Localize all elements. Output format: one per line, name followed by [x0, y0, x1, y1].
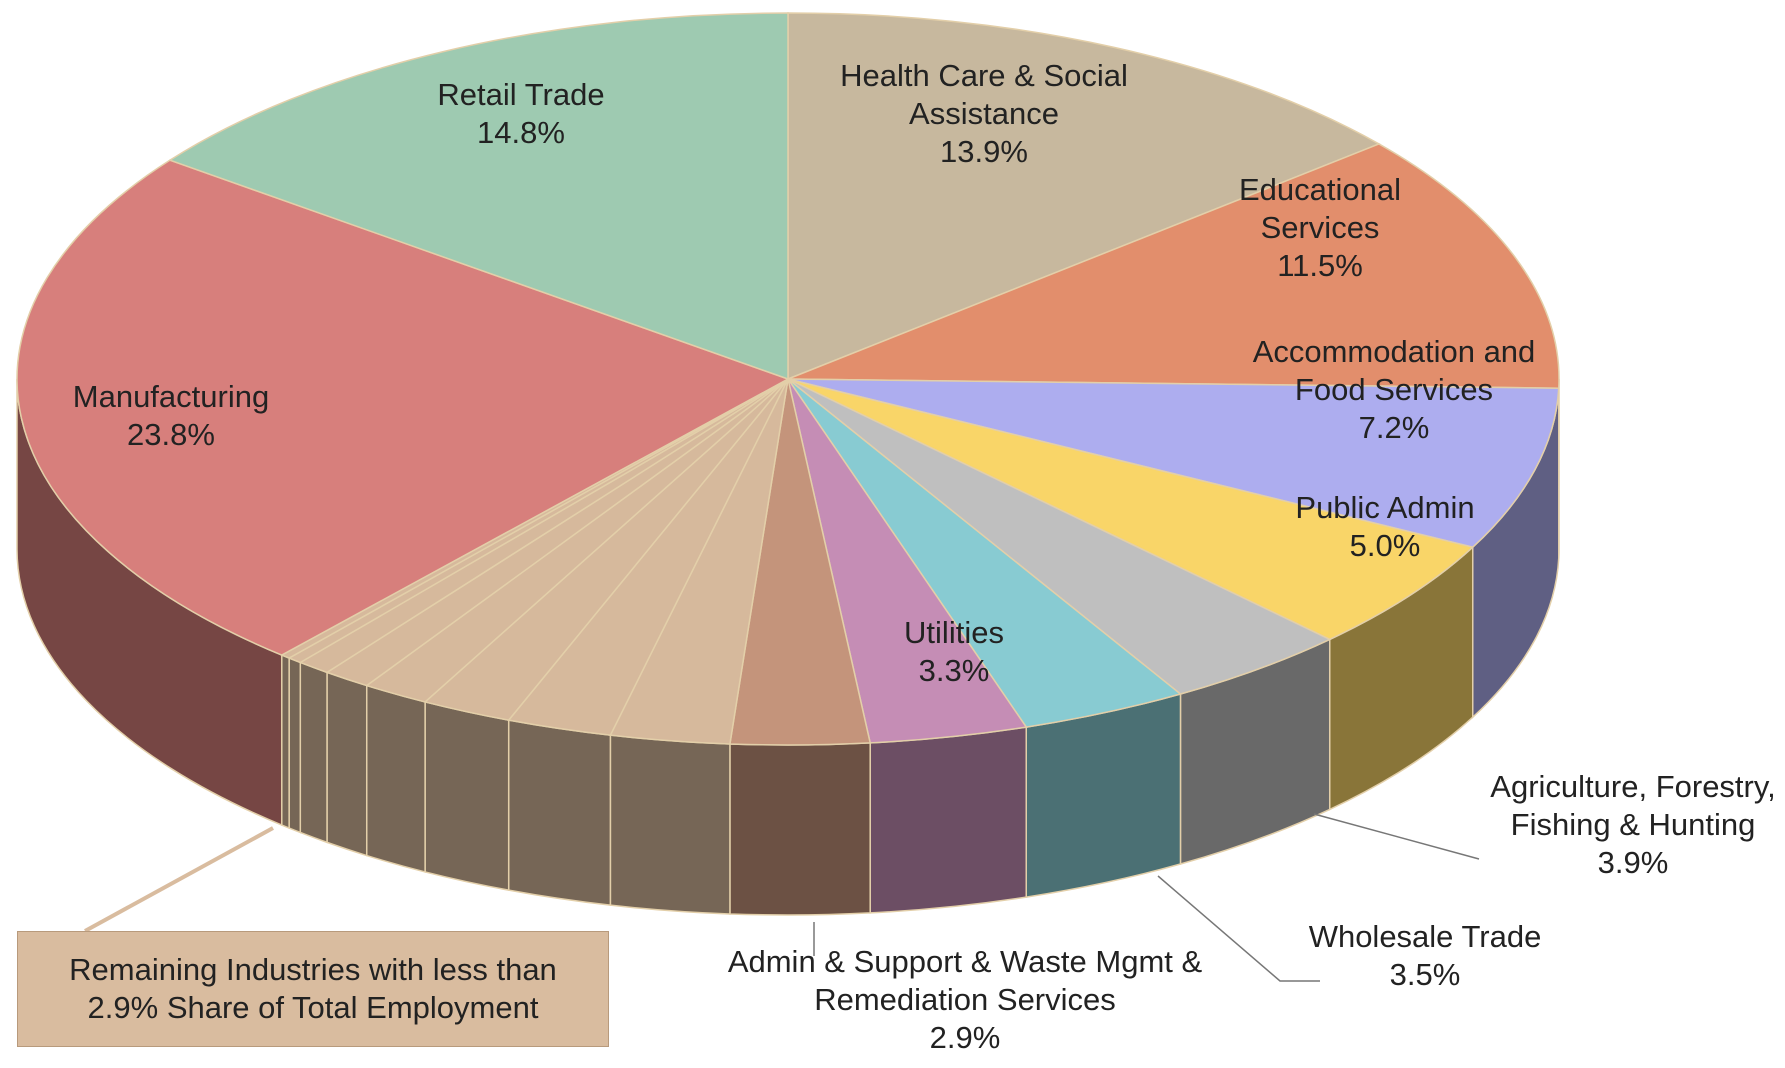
slice-label: Agriculture, Forestry, Fishing & Hunting… [1483, 768, 1783, 882]
leader-line [84, 826, 274, 933]
pie-slice [168, 12, 789, 381]
annotation-box: Remaining Industries with less than 2.9%… [17, 931, 609, 1047]
pie-side [424, 700, 510, 892]
pie-slice [787, 143, 1560, 389]
value-label: 3.9% [1597, 845, 1669, 880]
slice-label: Health Care & Social Assistance 13.9% [814, 57, 1154, 171]
pie-slice [787, 378, 1332, 695]
slice-label: Accommodation and Food Services 7.2% [1229, 333, 1559, 447]
category-label: Retail Trade [437, 77, 605, 112]
pie-sides [16, 378, 1560, 916]
category-label: Public Admin [1295, 490, 1475, 525]
slice-label: Wholesale Trade 3.5% [1275, 918, 1575, 994]
category-label: Admin & Support & Waste Mgmt & Remediati… [727, 944, 1203, 1017]
category-label: Accommodation and Food Services [1252, 334, 1536, 407]
category-label: Utilities [904, 615, 1004, 650]
pie-tops [16, 12, 1560, 746]
category-label: Educational Services [1238, 172, 1401, 245]
slice-label: Admin & Support & Waste Mgmt & Remediati… [685, 943, 1245, 1057]
pie-side [609, 734, 731, 915]
value-label: 11.5% [1277, 248, 1363, 283]
value-label: 2.9% [929, 1020, 1001, 1055]
pie-slice [16, 159, 790, 656]
leader-line [1313, 813, 1480, 860]
pie-side [1025, 693, 1182, 898]
pie-slice [787, 12, 1381, 381]
value-label: 13.9% [940, 134, 1028, 169]
pie-side [365, 684, 426, 873]
slice-label: Retail Trade 14.8% [391, 76, 651, 152]
pie-side [869, 726, 1027, 914]
pie-slice [787, 378, 1475, 641]
category-label: Health Care & Social Assistance [840, 58, 1128, 131]
slice-label: Public Admin 5.0% [1255, 489, 1515, 565]
value-label: 7.2% [1358, 410, 1430, 445]
value-label: 23.8% [127, 417, 215, 452]
value-label: 3.5% [1389, 957, 1461, 992]
value-label: 5.0% [1349, 528, 1421, 563]
pie-side [288, 656, 302, 834]
category-label: Wholesale Trade [1308, 919, 1542, 954]
slice-label: Manufacturing 23.8% [41, 378, 301, 454]
slice-label: Educational Services 11.5% [1210, 171, 1430, 285]
pie-side [326, 671, 368, 857]
leaders [84, 813, 1480, 982]
pie-side [281, 653, 290, 830]
value-label: 3.3% [918, 653, 990, 688]
category-label: Manufacturing [72, 379, 270, 414]
pie-slice [787, 378, 1560, 549]
pie-side [299, 661, 328, 844]
leader-line [1157, 875, 1320, 982]
pie-side [729, 742, 871, 916]
slice-label: Utilities 3.3% [854, 614, 1054, 690]
value-label: 14.8% [477, 115, 565, 150]
pie-side [507, 719, 612, 906]
category-label: Agriculture, Forestry, Fishing & Hunting [1490, 769, 1776, 842]
